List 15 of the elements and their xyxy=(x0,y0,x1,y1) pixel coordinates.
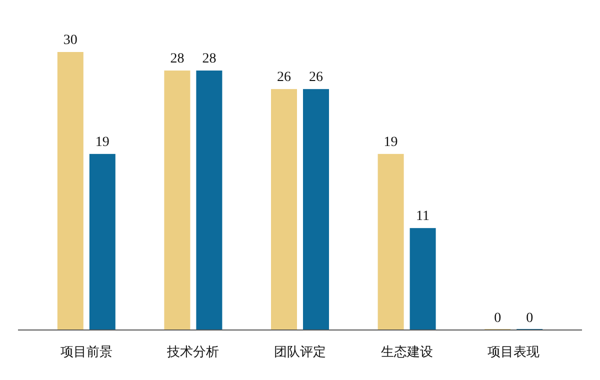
data-label: 19 xyxy=(95,134,110,150)
x-tick-label: 团队评定 xyxy=(274,345,326,360)
data-label: 0 xyxy=(494,311,502,326)
data-label: 19 xyxy=(384,134,398,150)
data-label: 28 xyxy=(202,52,216,67)
data-label: 11 xyxy=(416,209,430,224)
x-tick-label: 项目前景 xyxy=(60,345,112,360)
data-label: 30 xyxy=(63,33,78,48)
data-label: 28 xyxy=(170,52,184,67)
x-tick-label: 项目表现 xyxy=(488,345,540,360)
data-label: 26 xyxy=(309,70,323,86)
data-label: 0 xyxy=(526,311,534,326)
x-tick-label: 技术分析 xyxy=(166,345,220,360)
data-label: 26 xyxy=(277,70,291,86)
x-tick-label: 生态建设 xyxy=(380,345,433,360)
